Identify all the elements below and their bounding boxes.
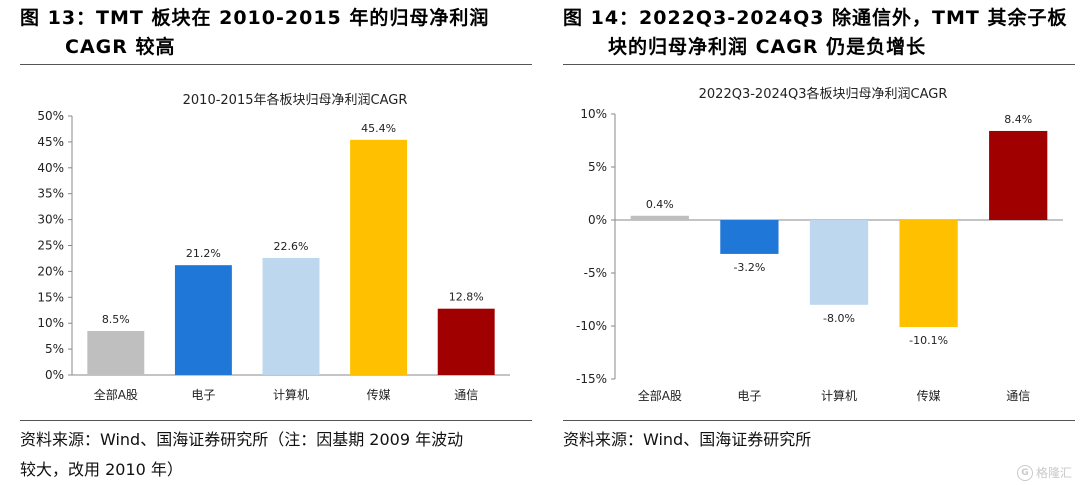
y-tick-label: 0%	[588, 213, 607, 227]
watermark-text: 格隆汇	[1035, 466, 1072, 480]
x-category-label: 通信	[454, 388, 478, 402]
y-tick-label: 25%	[37, 239, 64, 253]
x-category-label: 全部A股	[94, 387, 138, 402]
y-tick-label: -15%	[576, 372, 607, 386]
bar-3	[809, 220, 869, 305]
left-source-rule	[20, 420, 532, 421]
bar-4	[350, 139, 408, 375]
y-tick-label: 20%	[37, 264, 64, 278]
left-title-rule	[20, 64, 532, 65]
chart-title: 2010-2015年各板块归母净利润CAGR	[183, 92, 408, 108]
right-source-line-1: 资料来源：Wind、国海证券研究所	[563, 430, 812, 449]
left-title-line-1: 图 13：TMT 板块在 2010-2015 年的归母净利润	[20, 7, 490, 29]
y-tick-label: 10%	[580, 107, 607, 121]
x-category-label: 计算机	[273, 387, 309, 402]
bar-1	[87, 330, 145, 375]
left-bar-chart: 2010-2015年各板块归母净利润CAGR 0% 5% 10% 15% 20% 25% 30…	[37, 92, 510, 402]
x-category-label: 计算机	[821, 388, 857, 403]
x-category-label: 电子	[191, 388, 215, 402]
left-figure-title: 图 13：TMT 板块在 2010-2015 年的归母净利润 CAGR 较高	[20, 4, 535, 62]
data-label: 8.4%	[1004, 113, 1032, 126]
left-source-line-2: 较大，改用 2010 年）	[20, 460, 183, 479]
y-tick-label: -10%	[576, 319, 607, 333]
watermark: G 格隆汇	[1016, 464, 1072, 481]
bar-2	[720, 220, 779, 254]
data-label: 45.4%	[361, 122, 396, 135]
y-tick-label: 45%	[37, 135, 64, 149]
data-label: -8.0%	[823, 312, 855, 325]
data-label: 8.5%	[102, 313, 130, 326]
right-title-line-1: 图 14：2022Q3-2024Q3 除通信外，TMT 其余子板	[563, 7, 1068, 29]
data-label: 22.6%	[274, 240, 309, 253]
y-tick-label: 10%	[37, 316, 64, 330]
data-label: 0.4%	[646, 198, 674, 211]
x-category-label: 通信	[1006, 389, 1030, 403]
watermark-logo-icon: G	[1016, 464, 1033, 481]
right-source-note: 资料来源：Wind、国海证券研究所	[563, 425, 1063, 455]
x-category-label: 传媒	[367, 387, 391, 402]
left-source-line-1: 资料来源：Wind、国海证券研究所（注：因基期 2009 年波动	[20, 430, 464, 449]
bar-1	[630, 215, 689, 220]
y-tick-label: -5%	[584, 266, 607, 280]
bar-5	[989, 130, 1048, 220]
data-label: -10.1%	[909, 334, 948, 347]
right-title-line-2: 块的归母净利润 CAGR 仍是负增长	[608, 36, 927, 58]
x-category-label: 传媒	[917, 388, 941, 403]
y-tick-label: 5%	[45, 342, 64, 356]
left-source-note: 资料来源：Wind、国海证券研究所（注：因基期 2009 年波动 较大，改用 2…	[20, 425, 540, 485]
x-category-label: 电子	[737, 389, 761, 403]
data-label: 12.8%	[449, 291, 484, 304]
y-tick-label: 40%	[37, 161, 64, 175]
data-label: -3.2%	[733, 261, 765, 274]
y-tick-label: 50%	[37, 109, 64, 123]
bar-4	[899, 220, 958, 328]
y-tick-label: 0%	[45, 368, 64, 382]
bar-2	[174, 265, 232, 375]
right-bar-chart: 2022Q3-2024Q3各板块归母净利润CAGR -15% -10% -5% 0% 5%…	[576, 86, 1063, 403]
data-label: 21.2%	[186, 247, 221, 260]
y-tick-label: 5%	[588, 160, 607, 174]
x-category-label: 全部A股	[638, 388, 682, 403]
left-title-line-2: CAGR 较高	[65, 36, 176, 58]
right-title-rule	[563, 64, 1075, 65]
bar-3	[262, 257, 320, 375]
y-tick-label: 30%	[37, 213, 64, 227]
y-tick-label: 35%	[37, 187, 64, 201]
y-tick-label: 15%	[37, 290, 64, 304]
chart-title: 2022Q3-2024Q3各板块归母净利润CAGR	[699, 86, 948, 102]
bar-5	[437, 308, 495, 375]
right-source-rule	[563, 420, 1075, 421]
right-figure-title: 图 14：2022Q3-2024Q3 除通信外，TMT 其余子板 块的归母净利润…	[563, 4, 1078, 62]
